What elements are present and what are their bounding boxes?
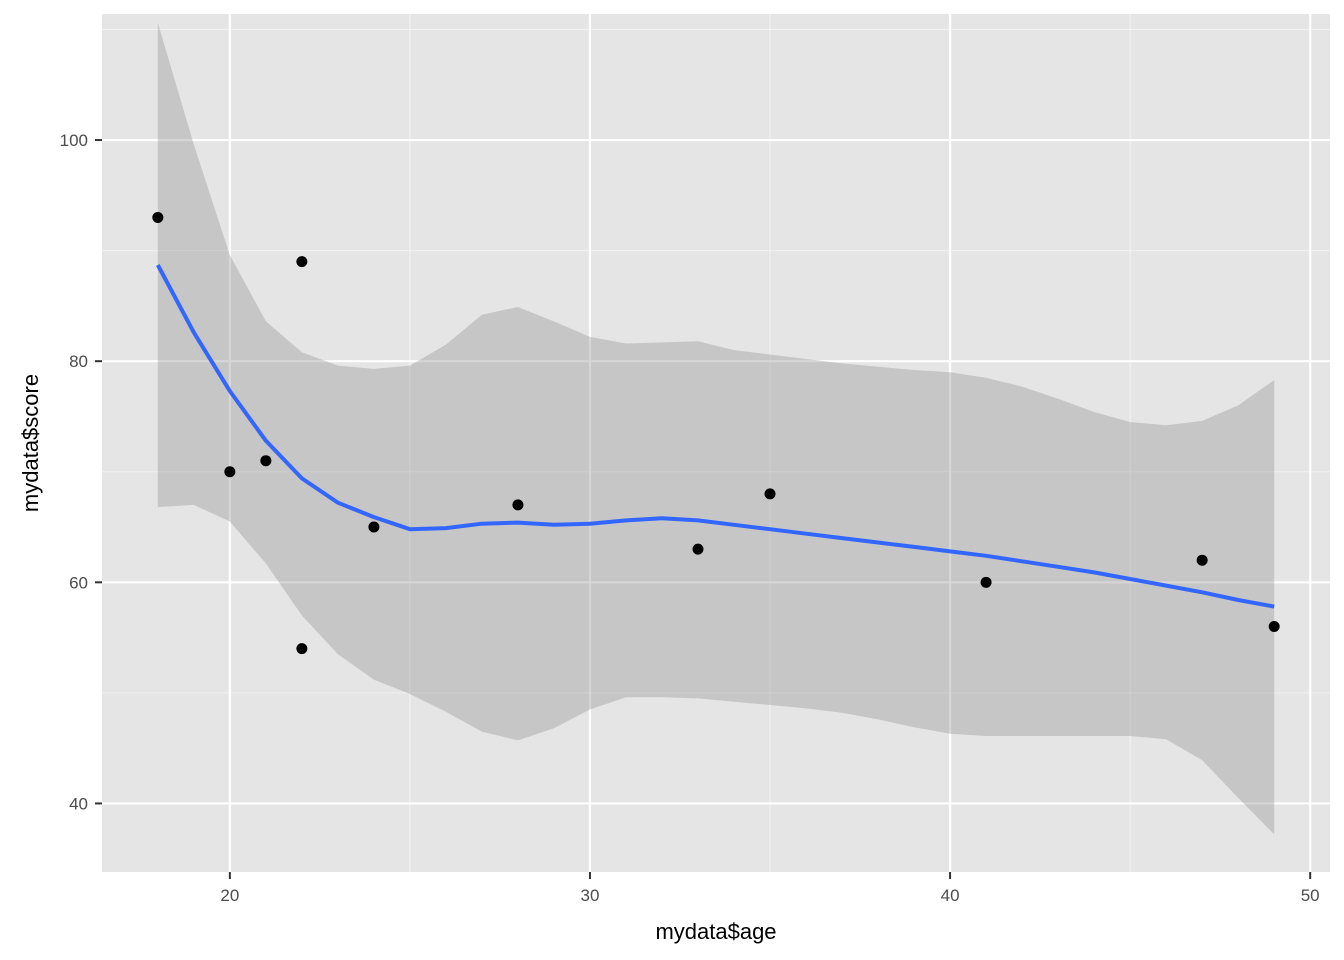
smooth-line bbox=[156, 264, 1275, 609]
data-point-11 bbox=[1268, 621, 1280, 633]
y-axis-ticks: 40 60 80 100 bbox=[60, 131, 102, 813]
x-tick-label-1: 30 bbox=[580, 886, 599, 905]
data-point-1 bbox=[224, 466, 236, 478]
x-axis-ticks: 20 30 40 50 bbox=[220, 872, 1320, 905]
data-point-9 bbox=[980, 576, 992, 588]
x-tick-label-2: 40 bbox=[941, 886, 960, 905]
grid-minor bbox=[102, 14, 1330, 872]
y-tick-label-3: 100 bbox=[60, 131, 88, 150]
data-point-10 bbox=[1196, 554, 1208, 566]
y-tick-label-1: 60 bbox=[69, 573, 88, 592]
confidence-ribbon bbox=[157, 22, 1275, 835]
data-points bbox=[152, 211, 1280, 655]
data-point-2 bbox=[260, 455, 272, 467]
data-point-3 bbox=[296, 256, 308, 268]
data-point-8 bbox=[764, 488, 776, 500]
x-tick-label-0: 20 bbox=[220, 886, 239, 905]
data-point-7 bbox=[692, 543, 704, 555]
data-point-5 bbox=[368, 521, 380, 533]
data-point-0 bbox=[152, 211, 164, 223]
grid-major bbox=[102, 14, 1330, 872]
x-tick-label-3: 50 bbox=[1301, 886, 1320, 905]
data-point-6 bbox=[512, 499, 524, 511]
x-axis-title: mydata$age bbox=[655, 919, 776, 944]
y-tick-label-2: 80 bbox=[69, 352, 88, 371]
panel-background bbox=[102, 14, 1330, 872]
y-axis-title: mydata$score bbox=[18, 374, 43, 512]
y-tick-label-0: 40 bbox=[69, 794, 88, 813]
data-point-4 bbox=[296, 643, 308, 655]
